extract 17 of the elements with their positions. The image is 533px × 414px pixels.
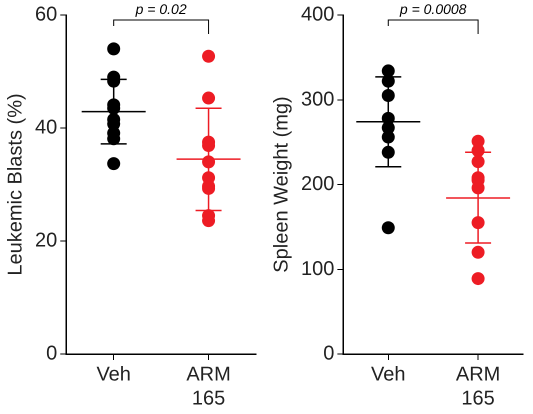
y-axis-title: Leukemic Blasts (%) [4, 93, 27, 276]
annotation: p = 0.0008 [398, 0, 467, 17]
y-tick-label: 20 [34, 230, 58, 252]
y-tick-label: 400 [300, 4, 334, 26]
y-tick-label: 40 [34, 116, 58, 139]
y-tick-label: 300 [300, 88, 334, 110]
annotation: p = 0.02 [134, 0, 187, 17]
x-tick-label: ARM 165 [186, 364, 231, 410]
y-tick-label: 0 [323, 342, 334, 365]
y-axis-title: Spleen Weight (mg) [270, 96, 293, 273]
x-tick-label: ARM 165 [456, 364, 500, 410]
y-tick-label: 100 [300, 258, 334, 280]
y-tick-label: 0 [46, 342, 58, 365]
y-tick-label: 200 [300, 173, 334, 196]
x-tick-label: Veh [96, 364, 131, 386]
x-tick-label: Veh [371, 364, 406, 386]
y-tick-label: 60 [34, 4, 58, 26]
